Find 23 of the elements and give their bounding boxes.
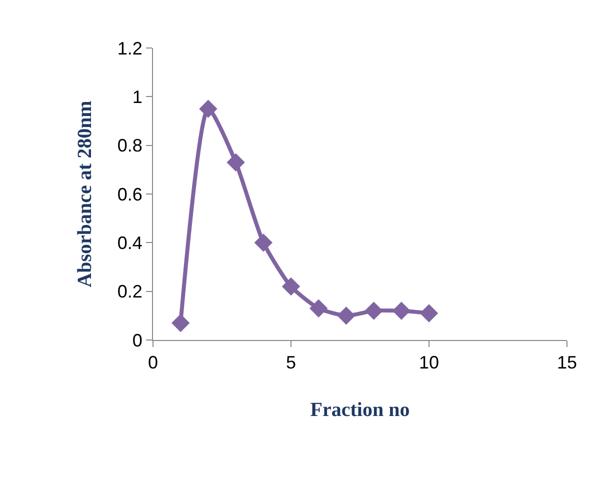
x-tick-label: 10 xyxy=(418,352,440,373)
y-tick-label: 0.8 xyxy=(117,136,142,156)
y-tick-label: 0.6 xyxy=(117,184,142,204)
point xyxy=(364,302,383,320)
point xyxy=(392,302,410,320)
x-tick-label: 5 xyxy=(286,352,296,373)
y-tick-label: 0 xyxy=(132,330,142,350)
point xyxy=(337,306,356,325)
point xyxy=(226,153,245,172)
y-tick-label: 0.4 xyxy=(117,232,142,253)
point xyxy=(172,314,190,332)
point xyxy=(282,277,300,296)
y-axis-title: Absorbance at 280nm xyxy=(74,100,96,288)
point xyxy=(420,304,438,322)
y-tick-label: 0.2 xyxy=(117,282,142,302)
y-tick-label: 1.2 xyxy=(117,38,142,58)
point xyxy=(254,234,272,252)
y-tick-label: 1 xyxy=(132,86,142,107)
x-tick-label: 15 xyxy=(556,352,578,373)
x-tick-label: 0 xyxy=(148,352,158,373)
x-axis-title: Fraction no xyxy=(310,399,410,422)
point xyxy=(199,100,218,118)
point xyxy=(310,299,328,318)
